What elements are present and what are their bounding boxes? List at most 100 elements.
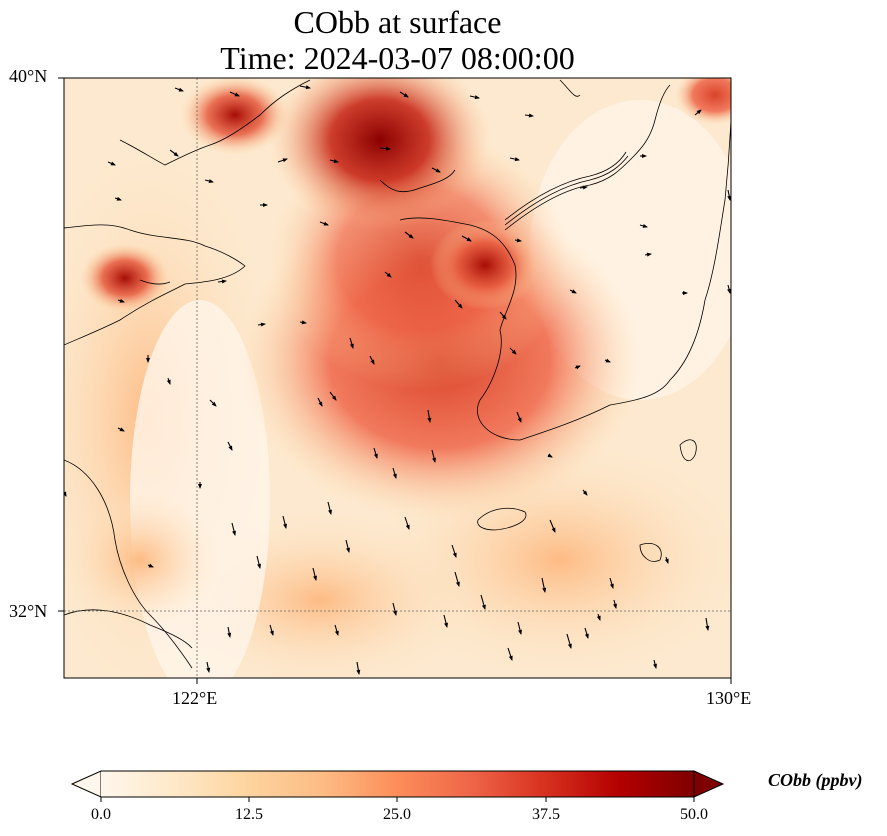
wind-arrow-head xyxy=(146,358,150,363)
wind-arrow-head xyxy=(392,473,397,479)
wind-arrow-head xyxy=(148,563,154,568)
wind-arrow-head xyxy=(508,655,513,661)
map-frame xyxy=(63,77,732,679)
wind-arrow-head xyxy=(584,633,589,639)
colorbar-tick-label: 0.0 xyxy=(91,806,111,823)
lat-tick-label: 40°N xyxy=(9,66,48,86)
wind-vectors xyxy=(64,85,731,675)
wind-arrow-head xyxy=(642,154,647,158)
wind-arrow-head xyxy=(466,237,472,242)
wind-arrow-head xyxy=(705,625,710,631)
wind-arrow-head xyxy=(323,221,329,226)
colorbar-tick-label: 50.0 xyxy=(680,806,708,823)
wind-arrow-head xyxy=(528,113,534,118)
gridlines xyxy=(64,78,731,678)
wind-arrow-head xyxy=(234,92,240,97)
wind-arrow-head xyxy=(642,223,648,228)
wind-arrow-head xyxy=(282,158,288,163)
wind-arrow-head xyxy=(518,629,522,635)
wind-arrow-head xyxy=(211,401,217,407)
wind-arrow-head xyxy=(263,203,268,207)
wind-arrow-head xyxy=(301,320,307,325)
wind-arrow-head xyxy=(178,87,184,92)
wind-arrow-head xyxy=(567,643,572,649)
wind-arrow-head xyxy=(283,523,287,529)
wind-arrow-head xyxy=(346,547,350,553)
wind-arrow-head xyxy=(664,558,669,564)
wind-arrow-head xyxy=(116,196,122,201)
wind-arrow-head xyxy=(260,322,266,327)
wind-arrow-head xyxy=(232,530,236,536)
wind-arrow-head xyxy=(683,291,688,295)
map-title: CObb at surface Time: 2024-03-07 08:00:0… xyxy=(64,4,731,76)
wind-arrow-head xyxy=(551,527,556,533)
wind-arrow-head xyxy=(571,289,577,294)
wind-arrow-head xyxy=(653,663,657,669)
wind-arrow-head xyxy=(385,146,391,151)
wind-arrow-head xyxy=(501,314,507,320)
wind-arrow-head xyxy=(227,632,232,638)
wind-arrow-head xyxy=(334,630,339,636)
wind-arrow-head xyxy=(582,490,588,496)
wind-arrow-head xyxy=(64,491,67,497)
wind-arrow-head xyxy=(596,615,601,621)
wind-arrow-head xyxy=(455,581,460,587)
wind-arrow-head xyxy=(221,279,227,284)
wind-arrow-head xyxy=(408,234,414,239)
wind-arrow-head xyxy=(349,343,354,349)
wind-arrow-head xyxy=(575,365,581,370)
wind-arrow-head xyxy=(646,252,652,257)
wind-arrow-head xyxy=(516,238,522,243)
wind-arrow-head xyxy=(444,622,448,628)
wind-arrow-head xyxy=(166,379,171,385)
wind-arrow-head xyxy=(582,185,588,190)
wind-arrow-head xyxy=(727,288,731,294)
wind-arrow-head xyxy=(373,453,378,459)
wind-arrow-head xyxy=(605,358,611,363)
concentration-field xyxy=(64,78,731,678)
wind-arrow-head xyxy=(206,667,211,673)
wind-arrow-head xyxy=(119,298,125,303)
colorbar-max-extend xyxy=(693,770,725,798)
wind-arrow-head xyxy=(333,159,339,163)
wind-arrow-head xyxy=(305,85,311,90)
map-title-line1: CObb at surface xyxy=(293,4,502,40)
colorbar-tick-label: 12.5 xyxy=(235,806,263,823)
wind-arrow-head xyxy=(386,272,392,278)
wind-arrow-head xyxy=(405,524,410,530)
colorbar-tick-label: 37.5 xyxy=(532,806,560,823)
wind-arrow-head xyxy=(613,603,617,609)
wind-arrow-head xyxy=(393,610,397,616)
wind-arrow-head xyxy=(514,157,520,162)
coastlines xyxy=(64,79,731,669)
map-title-line2: Time: 2024-03-07 08:00:00 xyxy=(220,40,575,76)
wind-arrow-head xyxy=(727,195,731,201)
wind-arrow-head xyxy=(435,168,441,173)
wind-arrow-head xyxy=(370,359,375,365)
colorbar-min-extend xyxy=(70,770,102,798)
lon-tick-label: 130°E xyxy=(706,688,752,708)
wind-arrow-head xyxy=(228,445,233,451)
wind-arrow-head xyxy=(542,587,547,593)
wind-arrow-head xyxy=(481,604,486,610)
wind-arrow-head xyxy=(208,179,214,183)
wind-arrow-head xyxy=(609,583,614,589)
wind-arrow-head xyxy=(119,427,125,432)
wind-arrow-head xyxy=(511,349,517,355)
wind-arrow-head xyxy=(332,395,337,401)
lon-tick-label: 122°E xyxy=(172,688,218,708)
colorbar-gradient xyxy=(101,771,694,797)
wind-arrow-head xyxy=(313,575,317,581)
wind-arrow-head xyxy=(403,93,409,98)
wind-arrow-head xyxy=(257,563,261,569)
wind-arrow-head xyxy=(198,484,202,489)
wind-arrow-head xyxy=(328,509,332,515)
axis-ticks xyxy=(58,77,732,684)
wind-arrow-head xyxy=(318,401,323,407)
wind-arrow-head xyxy=(110,161,116,166)
wind-arrow-head xyxy=(427,417,432,423)
colorbar-label: CObb (ppbv) xyxy=(768,770,863,790)
lat-tick-label: 32°N xyxy=(9,601,48,621)
wind-arrow-head xyxy=(432,457,436,463)
